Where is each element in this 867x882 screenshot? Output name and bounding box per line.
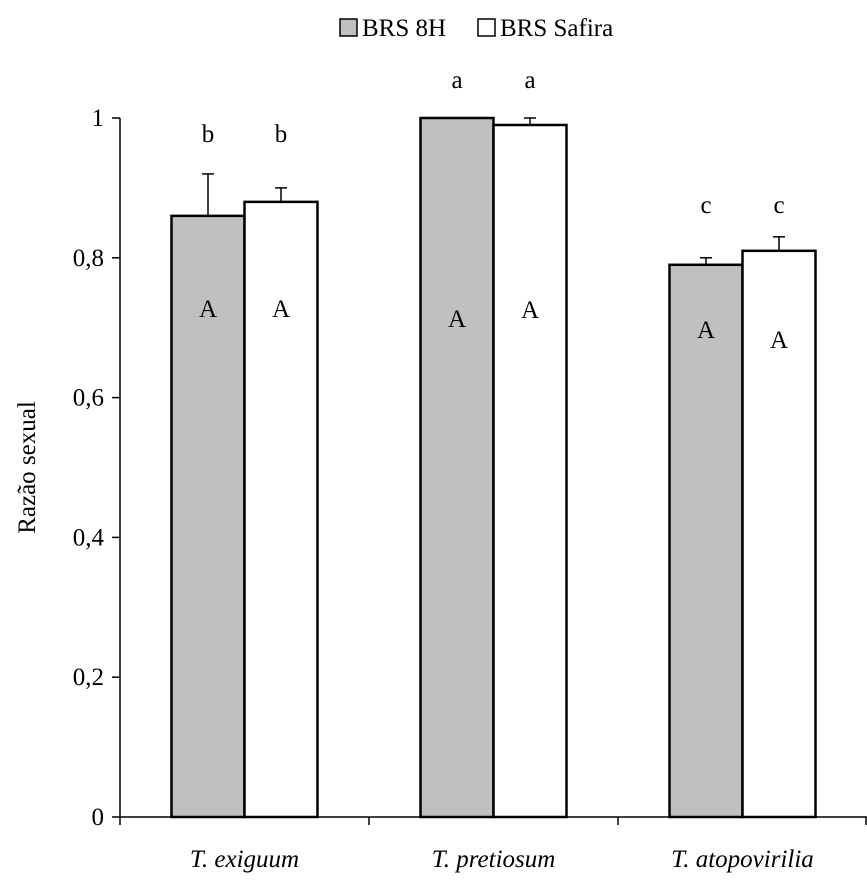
legend: BRS 8H BRS Safira <box>339 15 613 42</box>
significance-letter-above: a <box>524 67 535 94</box>
y-tick-label: 0 <box>92 804 105 831</box>
bar-brs-safira <box>243 200 319 819</box>
y-tick-label: 0,2 <box>73 664 104 691</box>
y-tick-label: 0,6 <box>73 385 104 412</box>
x-category-label: T. exiguum <box>190 846 299 873</box>
x-category-label: T. pretiosum <box>432 846 556 873</box>
significance-letter-above: c <box>773 192 784 219</box>
significance-letter-inside: A <box>448 306 466 333</box>
y-tick-label: 0,4 <box>73 524 105 551</box>
bar-brs-safira <box>741 249 817 819</box>
y-tick-label: 1 <box>92 105 105 132</box>
significance-letter-above: b <box>275 121 288 148</box>
legend-label-brs-8h: BRS 8H <box>362 15 446 42</box>
bar-brs-safira <box>492 123 568 819</box>
significance-letter-inside: A <box>272 296 290 323</box>
legend-swatch-brs-safira <box>477 18 496 37</box>
significance-letter-inside: A <box>199 296 217 323</box>
x-axis: T. exiguum T. pretiosum T. atopovirilia <box>119 816 867 873</box>
significance-letter-above: b <box>202 121 215 148</box>
significance-letter-inside: A <box>521 297 539 324</box>
x-category-label: T. atopovirilia <box>671 846 814 873</box>
y-axis-label: Razão sexual <box>14 401 41 534</box>
bar-brs-8h <box>419 116 495 819</box>
significance-letter-inside: A <box>770 327 788 354</box>
significance-letter-above: a <box>451 67 462 94</box>
bars <box>170 116 817 819</box>
significance-letter-inside: A <box>697 317 715 344</box>
y-axis: 0 0,2 0,4 0,6 0,8 1 Razão sexual <box>14 105 121 831</box>
significance-letter-above: c <box>700 192 711 219</box>
legend-swatch-brs-8h <box>339 18 358 37</box>
bar-brs-8h <box>170 214 246 819</box>
y-tick-label: 0,8 <box>73 245 104 272</box>
annotations: b Ab Aa Aa Ac Ac A <box>199 67 788 354</box>
bar-brs-8h <box>668 263 744 819</box>
legend-label-brs-safira: BRS Safira <box>500 15 613 42</box>
